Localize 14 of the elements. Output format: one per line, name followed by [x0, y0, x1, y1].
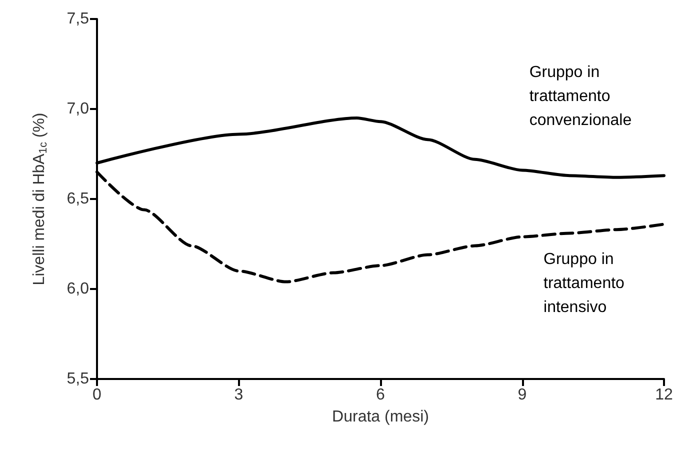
- x-tick-label: 6: [376, 386, 386, 404]
- text: Gruppo in trattamento convenzionale: [529, 64, 632, 129]
- x-tick-label: 9: [518, 386, 527, 404]
- y-tick-label: 5,5: [66, 370, 90, 388]
- x-tick-label: 0: [92, 386, 102, 404]
- y-tick-label: 6,5: [66, 190, 90, 208]
- x-tick-label: 3: [234, 386, 244, 404]
- x-tick-label: 12: [655, 386, 673, 404]
- x-axis-title: Durata (mesi): [332, 408, 429, 426]
- y-tick-label: 6,0: [66, 280, 90, 298]
- y-axis-title: Livelli medi di HbA1c (%): [31, 112, 50, 286]
- y-tick-label: 7,5: [66, 10, 90, 28]
- series-label: Gruppo in trattamento intensivo: [544, 251, 629, 316]
- y-tick-label: 7,0: [66, 100, 90, 118]
